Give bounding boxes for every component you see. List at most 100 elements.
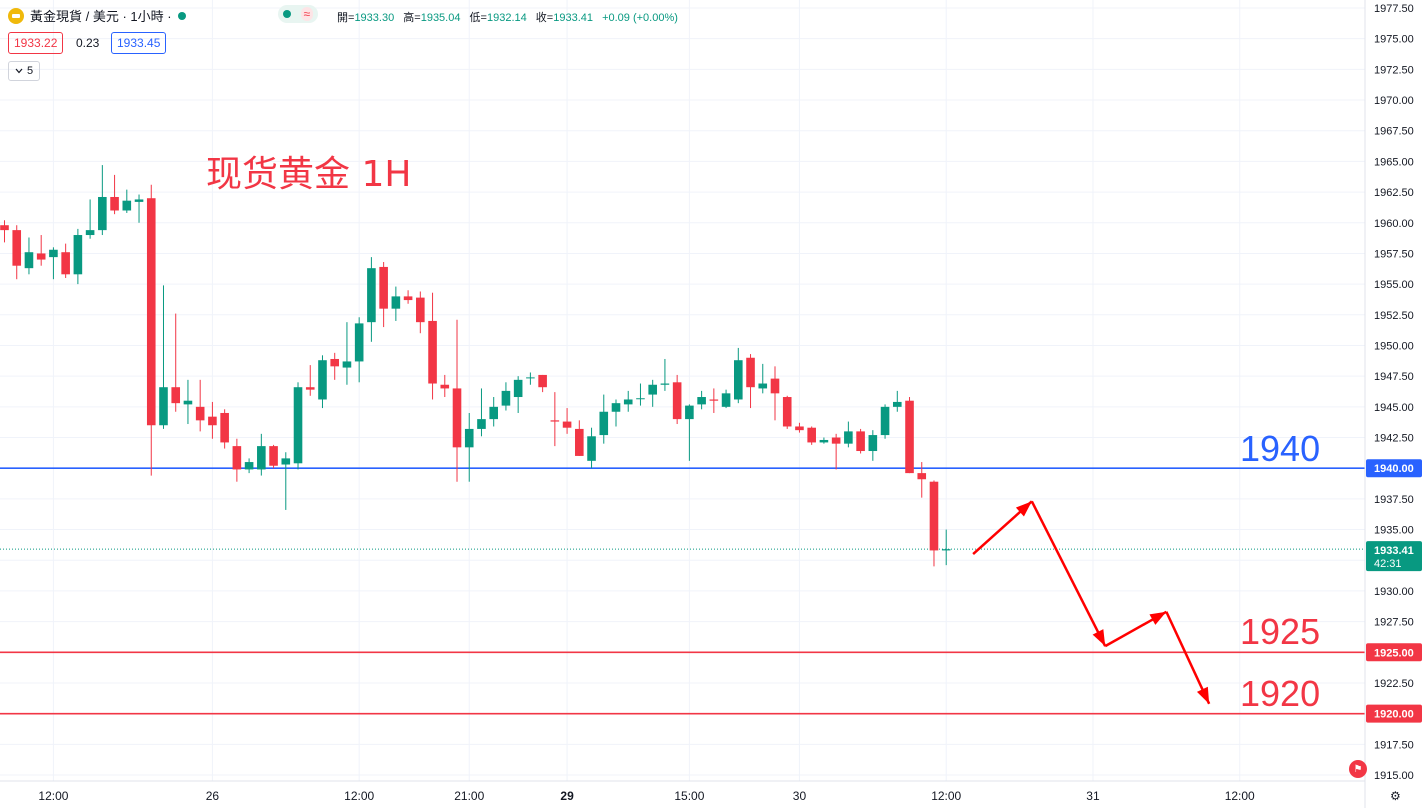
candle-body[interactable] bbox=[0, 225, 9, 231]
candle-body[interactable] bbox=[122, 200, 132, 211]
candle-body[interactable] bbox=[477, 419, 486, 429]
candle-body[interactable] bbox=[587, 436, 596, 461]
candle-body[interactable] bbox=[905, 400, 914, 474]
candle-body[interactable] bbox=[36, 253, 46, 260]
candle-body[interactable] bbox=[599, 411, 609, 436]
candle-body[interactable] bbox=[391, 296, 401, 309]
candle-body[interactable] bbox=[513, 379, 523, 398]
candle-body[interactable] bbox=[428, 320, 437, 384]
forecast-arrow-head bbox=[1015, 501, 1032, 517]
candle-body[interactable] bbox=[98, 196, 107, 231]
candle-body[interactable] bbox=[489, 406, 498, 420]
candle-body[interactable] bbox=[281, 458, 291, 465]
candle-body[interactable] bbox=[293, 387, 303, 464]
candle-body[interactable] bbox=[416, 297, 425, 323]
data-mode-toggle[interactable]: ≈ bbox=[278, 5, 318, 23]
candle-body[interactable] bbox=[868, 435, 878, 452]
candle-body[interactable] bbox=[550, 420, 560, 422]
candle-body[interactable] bbox=[709, 399, 719, 401]
ohlc-open-label: 開= bbox=[337, 12, 355, 24]
candle-body[interactable] bbox=[440, 384, 450, 389]
candle-body[interactable] bbox=[575, 428, 584, 456]
candle-body[interactable] bbox=[12, 230, 22, 266]
price-tick-label: 1970.00 bbox=[1374, 95, 1414, 107]
settings-gear-icon[interactable]: ⚙ bbox=[1390, 789, 1401, 803]
candle-body[interactable] bbox=[770, 378, 780, 394]
candle-body[interactable] bbox=[746, 357, 755, 388]
candle-body[interactable] bbox=[61, 252, 70, 275]
candle-body[interactable] bbox=[367, 268, 376, 323]
candle-body[interactable] bbox=[49, 249, 58, 258]
candle-body[interactable] bbox=[660, 383, 670, 385]
candle-body[interactable] bbox=[721, 393, 731, 407]
indicators-toggle[interactable]: 5 bbox=[8, 61, 40, 81]
candle-body[interactable] bbox=[403, 296, 413, 301]
candle-body[interactable] bbox=[318, 360, 327, 400]
symbol-header[interactable]: 黃金現貨 / 美元 · 1小時 · bbox=[8, 6, 186, 25]
candle-body[interactable] bbox=[538, 374, 547, 388]
candle-body[interactable] bbox=[831, 437, 841, 444]
candle-body[interactable] bbox=[758, 383, 768, 389]
us-flag-icon[interactable]: ⚑ bbox=[1349, 760, 1367, 778]
candle-body[interactable] bbox=[672, 382, 682, 420]
candle-body[interactable] bbox=[146, 198, 156, 426]
time-tick-label: 12:00 bbox=[344, 789, 374, 803]
candle-body[interactable] bbox=[220, 412, 229, 443]
candle-body[interactable] bbox=[342, 361, 352, 368]
level-1925-annotation: 1925 bbox=[1240, 611, 1320, 652]
candle-body[interactable] bbox=[611, 403, 621, 412]
candle-body[interactable] bbox=[452, 388, 462, 448]
candle-body[interactable] bbox=[648, 384, 657, 395]
forecast-arrow-line[interactable] bbox=[1165, 611, 1211, 705]
candle-body[interactable] bbox=[269, 446, 278, 466]
candle-body[interactable] bbox=[195, 406, 205, 421]
forecast-arrow-line[interactable] bbox=[1030, 500, 1107, 647]
buy-price-button[interactable]: 1933.45 bbox=[111, 32, 167, 54]
candle-body[interactable] bbox=[856, 431, 865, 452]
status-dot-icon bbox=[282, 10, 291, 18]
candle-body[interactable] bbox=[24, 252, 34, 269]
candle-body[interactable] bbox=[636, 398, 645, 400]
symbol-title[interactable]: 黃金現貨 / 美元 · 1小時 · bbox=[30, 9, 172, 24]
candle-body[interactable] bbox=[501, 390, 511, 406]
candle-body[interactable] bbox=[526, 377, 535, 379]
candle-body[interactable] bbox=[134, 199, 144, 202]
wave-icon: ≈ bbox=[300, 7, 314, 21]
candle-body[interactable] bbox=[110, 196, 119, 211]
candle-body[interactable] bbox=[183, 400, 193, 405]
candle-body[interactable] bbox=[807, 427, 816, 443]
price-tick-label: 1945.00 bbox=[1374, 402, 1414, 414]
candle-body[interactable] bbox=[697, 397, 706, 405]
candle-body[interactable] bbox=[330, 358, 340, 367]
candle-body[interactable] bbox=[941, 549, 951, 551]
candle-body[interactable] bbox=[159, 387, 168, 426]
candle-body[interactable] bbox=[208, 416, 217, 426]
candle-body[interactable] bbox=[464, 428, 474, 448]
candle-body[interactable] bbox=[685, 405, 694, 420]
candle-body[interactable] bbox=[844, 431, 853, 444]
candle-body[interactable] bbox=[562, 421, 572, 428]
candle-body[interactable] bbox=[232, 446, 242, 470]
candle-body[interactable] bbox=[379, 266, 388, 309]
candle-body[interactable] bbox=[305, 387, 315, 390]
candle-body[interactable] bbox=[171, 387, 181, 404]
candle-body[interactable] bbox=[257, 446, 266, 470]
level-price-tag bbox=[1366, 643, 1422, 662]
candle-body[interactable] bbox=[795, 426, 804, 431]
candle-body[interactable] bbox=[85, 230, 95, 236]
candle-body[interactable] bbox=[880, 406, 890, 436]
candle-body[interactable] bbox=[734, 360, 743, 400]
candle-body[interactable] bbox=[782, 397, 792, 427]
candle-body[interactable] bbox=[354, 323, 364, 362]
candle-body[interactable] bbox=[623, 399, 633, 405]
candle-body[interactable] bbox=[917, 473, 927, 480]
candle-body[interactable] bbox=[929, 481, 939, 551]
time-tick-label: 12:00 bbox=[38, 789, 68, 803]
candle-body[interactable] bbox=[819, 439, 829, 443]
sell-price-button[interactable]: 1933.22 bbox=[8, 32, 64, 54]
price-tick-label: 1952.50 bbox=[1374, 310, 1414, 322]
candle-body[interactable] bbox=[73, 235, 83, 275]
candle-body[interactable] bbox=[892, 401, 902, 407]
candle-body[interactable] bbox=[244, 462, 254, 470]
